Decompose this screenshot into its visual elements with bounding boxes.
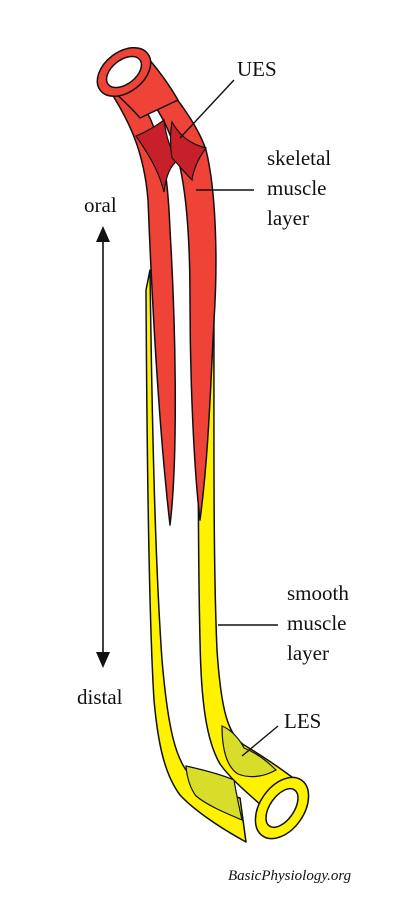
les-sphincter (185, 725, 277, 822)
smooth-muscle-left-wall (145, 269, 247, 843)
credit-text: BasicPhysiology.org (228, 868, 352, 884)
arrow-down-head (96, 652, 110, 668)
arrow-up-head (96, 226, 110, 242)
oral-distal-arrow (96, 226, 110, 668)
smooth-muscle-label-line1: smooth (287, 581, 349, 605)
skeletal-muscle-label-line1: skeletal (267, 146, 331, 170)
skeletal-muscle-label-line3: layer (267, 206, 309, 230)
ues-leader (179, 79, 235, 139)
oral-label: oral (84, 193, 117, 217)
distal-label: distal (77, 685, 123, 709)
leader-lines (179, 79, 279, 757)
les-label: LES (284, 709, 321, 733)
smooth-muscle-label-line2: muscle (287, 611, 346, 635)
smooth-muscle-label-line3: layer (287, 641, 329, 665)
les-leader (241, 725, 279, 757)
ues-label: UES (237, 57, 277, 81)
skeletal-muscle-label-line2: muscle (267, 176, 326, 200)
ues-sphincter (135, 118, 208, 193)
